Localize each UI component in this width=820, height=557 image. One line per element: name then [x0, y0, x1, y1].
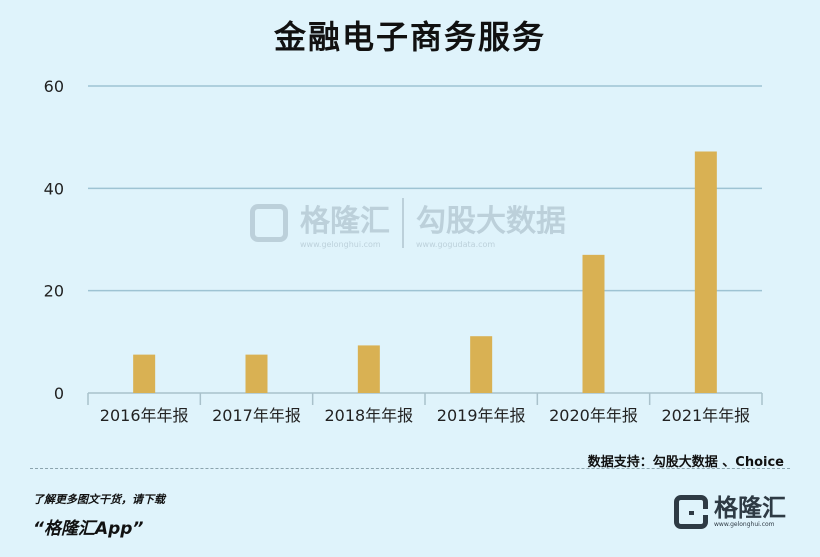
bar: [582, 254, 605, 393]
y-tick-label: 20: [44, 282, 64, 301]
watermark-left-name: 格隆汇: [300, 204, 390, 239]
brand-url: www.gelonghui.com: [714, 521, 775, 528]
x-tick-label: 2020年年报: [549, 406, 638, 425]
promo-line-1: 了解更多图文干货，请下载: [33, 493, 165, 506]
bar: [245, 354, 268, 393]
promo-line-2: “格隆汇App”: [33, 519, 144, 539]
brand-logo-icon: [674, 495, 708, 529]
brand-logo: 格隆汇 www.gelonghui.com: [674, 492, 786, 532]
bar: [470, 336, 493, 393]
brand-name: 格隆汇: [714, 494, 786, 522]
x-tick-label: 2018年年报: [324, 406, 413, 425]
x-tick-label: 2021年年报: [661, 406, 750, 425]
watermark-left-url: www.gelonghui.com: [300, 240, 381, 249]
x-tick-label: 2019年年报: [437, 406, 526, 425]
watermark-right-name: 勾股大数据: [416, 204, 566, 239]
y-tick-label: 0: [54, 384, 64, 403]
bar: [133, 354, 156, 393]
bar-chart: 0 20 40 60 2016年年报 2017年年报 2018年年报 2019年年报 2020年…: [44, 77, 763, 425]
x-tick-label: 2016年年报: [100, 406, 189, 425]
watermark-separator: [402, 197, 404, 248]
watermark-right-url: www.gogudata.com: [416, 240, 496, 249]
watermark: 格隆汇 www.gelonghui.com 勾股大数据 www.gogudata…: [250, 196, 566, 249]
divider: [30, 468, 790, 469]
y-tick-label: 60: [44, 77, 64, 96]
y-tick-label: 40: [44, 179, 64, 198]
bar: [694, 151, 717, 393]
bar: [357, 345, 380, 393]
data-source: 数据支持：勾股大数据 、Choice: [587, 455, 784, 470]
chart-title: 金融电子商务服务: [273, 18, 546, 56]
x-tick-label: 2017年年报: [212, 406, 301, 425]
watermark-logo-icon: [250, 203, 288, 242]
